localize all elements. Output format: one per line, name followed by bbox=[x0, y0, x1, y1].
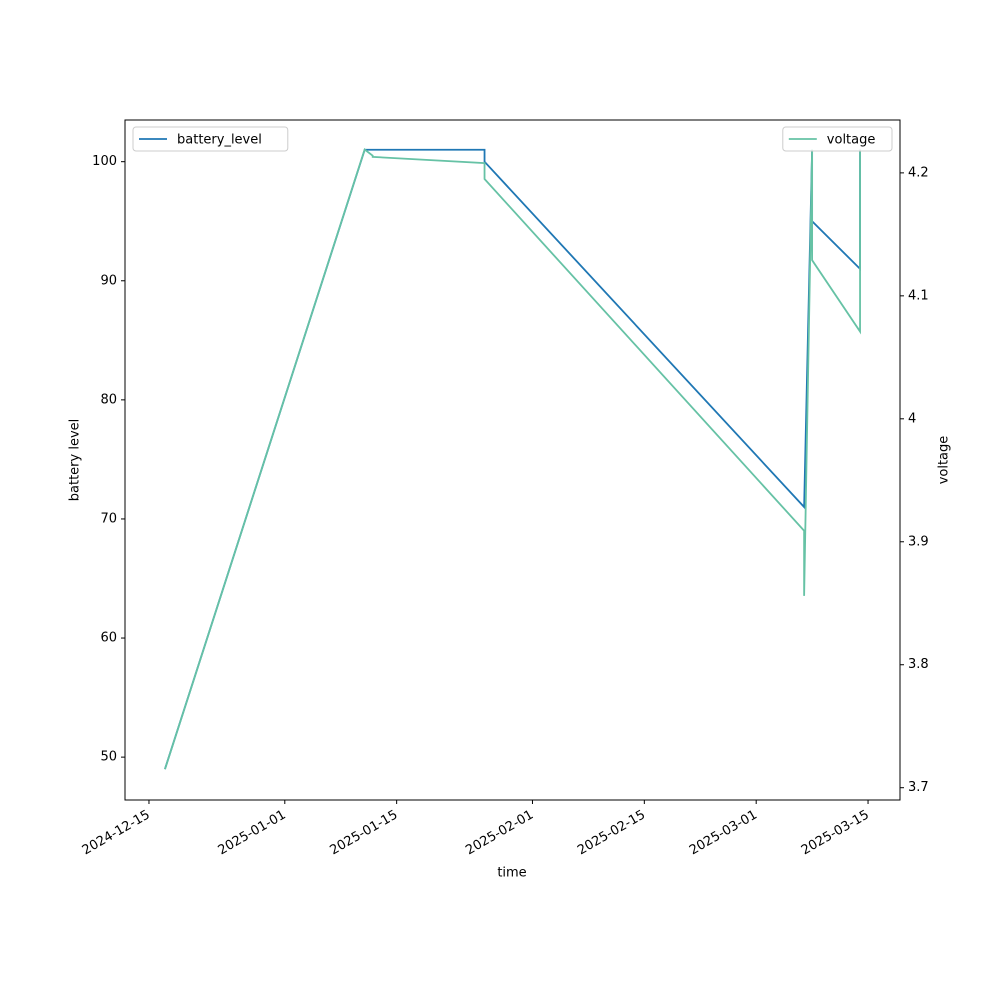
y2-tick-label: 4 bbox=[908, 411, 916, 426]
x-tick-label: 2025-03-15 bbox=[799, 808, 872, 859]
y-tick-label: 70 bbox=[100, 511, 117, 526]
legend: voltage bbox=[782, 126, 893, 152]
y-tick-label: 100 bbox=[92, 154, 117, 169]
x-tick-label: 2025-03-01 bbox=[687, 808, 760, 859]
y2-tick-label: 3.8 bbox=[908, 657, 929, 672]
x-axis-label: time bbox=[497, 866, 526, 881]
x-tick-label: 2025-01-01 bbox=[216, 808, 289, 859]
x-tick-label: 2025-02-01 bbox=[463, 808, 536, 859]
y2-tick-label: 3.7 bbox=[908, 780, 929, 795]
legend-label: voltage bbox=[827, 133, 876, 148]
plot-frame bbox=[124, 119, 901, 801]
y-tick-label: 90 bbox=[100, 273, 117, 288]
series-line bbox=[164, 148, 861, 770]
legend-box bbox=[782, 126, 893, 152]
x-tick-label: 2025-02-15 bbox=[575, 808, 648, 859]
y2-axis-label: voltage bbox=[937, 436, 952, 485]
legend-box bbox=[132, 126, 289, 152]
legend: battery_level bbox=[132, 126, 289, 152]
series-line bbox=[164, 148, 861, 770]
legend-label: battery_level bbox=[177, 133, 262, 148]
y2-tick-label: 4.1 bbox=[908, 288, 929, 303]
y-axis-label: battery level bbox=[68, 419, 83, 502]
x-tick-label: 2024-12-15 bbox=[80, 808, 153, 859]
y-tick-label: 60 bbox=[100, 631, 117, 646]
y-tick-label: 50 bbox=[100, 750, 117, 765]
x-tick-label: 2025-01-15 bbox=[327, 808, 400, 859]
y-tick-label: 80 bbox=[100, 392, 117, 407]
y2-tick-label: 3.9 bbox=[908, 534, 929, 549]
y2-tick-label: 4.2 bbox=[908, 165, 929, 180]
